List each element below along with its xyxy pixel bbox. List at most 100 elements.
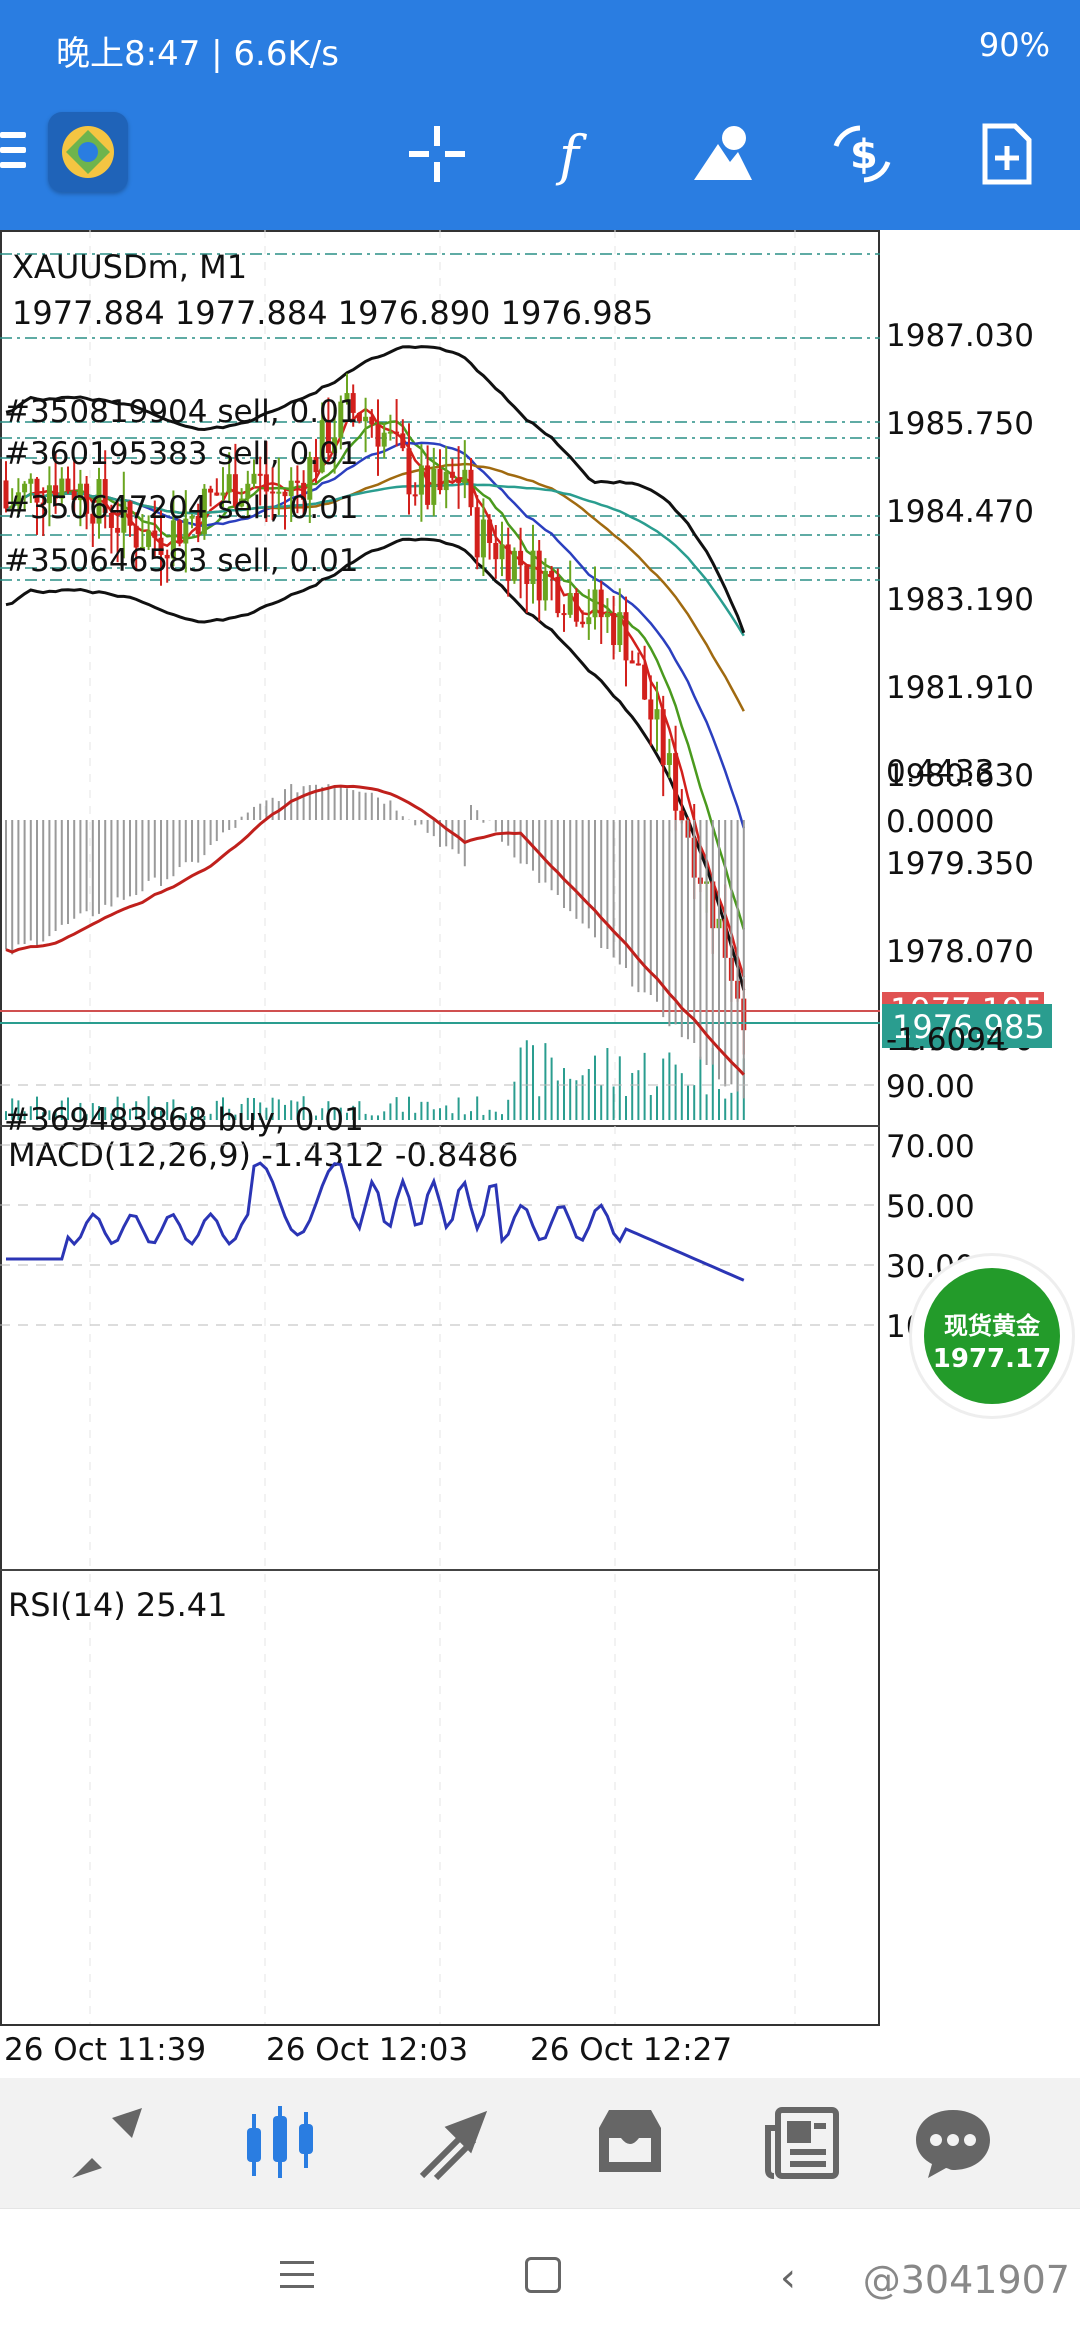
candle-body bbox=[313, 457, 319, 473]
candle-body bbox=[301, 482, 307, 500]
candle-body bbox=[9, 505, 15, 509]
candle-body bbox=[220, 492, 226, 496]
chart-area[interactable]: 1987.030 1985.750 1984.470 1983.190 1981.910… bbox=[0, 230, 1080, 2085]
candle-body bbox=[592, 589, 598, 618]
quotes-icon[interactable] bbox=[62, 2098, 152, 2188]
candle-body bbox=[611, 612, 617, 646]
svg-text:$: $ bbox=[850, 132, 878, 178]
candle-body bbox=[536, 550, 542, 601]
trade-icon[interactable]: $ bbox=[830, 122, 894, 186]
candle-body bbox=[635, 663, 641, 666]
candle-body bbox=[443, 471, 449, 491]
candle-body bbox=[84, 483, 90, 514]
candle-body bbox=[288, 480, 294, 497]
order-label: #369483868 buy, 0.01 bbox=[4, 1102, 364, 1138]
candle-body bbox=[462, 469, 468, 483]
candle-body bbox=[648, 699, 654, 720]
gold-quote-badge[interactable]: 现货黄金 1977.17 bbox=[912, 1256, 1072, 1416]
candle-body bbox=[332, 437, 338, 453]
price-chart[interactable]: 1987.030 1985.750 1984.470 1983.190 1981.910… bbox=[0, 230, 1080, 2085]
candle-body bbox=[412, 494, 418, 497]
candle-body bbox=[561, 613, 567, 616]
function-icon[interactable]: f bbox=[545, 122, 609, 187]
candle-body bbox=[425, 465, 431, 505]
chat-icon[interactable] bbox=[908, 2098, 998, 2188]
candle-body bbox=[604, 612, 610, 618]
candle-body bbox=[338, 401, 344, 438]
candle-body bbox=[15, 492, 21, 506]
candle-body bbox=[22, 483, 28, 493]
candle-body bbox=[487, 519, 493, 543]
bollinger-band-line bbox=[5, 537, 746, 991]
candle-body bbox=[40, 502, 46, 505]
price-tick-label: 1987.030 bbox=[886, 318, 1034, 354]
candle-body bbox=[400, 433, 406, 449]
svg-text:f: f bbox=[555, 124, 587, 186]
candle-body bbox=[183, 518, 189, 544]
candle-body bbox=[511, 550, 517, 581]
candle-body bbox=[34, 478, 40, 503]
status-battery: 90% bbox=[978, 26, 1050, 64]
time-axis-label: 26 Oct 12:27 bbox=[530, 2032, 732, 2068]
bid-price-tag bbox=[882, 1004, 1052, 1048]
badge-price: 1977.17 bbox=[932, 1344, 1052, 1374]
app-logo bbox=[48, 112, 128, 192]
candle-body bbox=[369, 416, 375, 425]
candle-body bbox=[505, 544, 511, 581]
candle-body bbox=[567, 593, 573, 615]
candle-body bbox=[59, 478, 65, 499]
news-icon[interactable] bbox=[760, 2098, 850, 2188]
price-tick-label: 1983.190 bbox=[886, 582, 1034, 618]
history-icon[interactable] bbox=[585, 2098, 675, 2188]
candle-body bbox=[152, 530, 158, 538]
candle-body bbox=[251, 473, 257, 484]
candle-body bbox=[474, 507, 480, 558]
price-tick-label: 1979.350 bbox=[886, 846, 1034, 882]
candle-body bbox=[195, 515, 201, 535]
candle-body bbox=[617, 612, 623, 646]
macd-tick-label: 0.4433 bbox=[886, 754, 994, 790]
candle-body bbox=[208, 488, 214, 493]
candle-body bbox=[282, 491, 288, 497]
candle-body bbox=[449, 471, 455, 478]
candle-body bbox=[381, 432, 387, 447]
candle-body bbox=[344, 393, 350, 402]
time-axis-label: 26 Oct 11:39 bbox=[4, 2032, 206, 2068]
ohlc-label: 1977.884 1977.884 1976.890 1976.985 bbox=[12, 294, 653, 332]
candle-body bbox=[437, 468, 443, 491]
crosshair-icon[interactable] bbox=[405, 122, 469, 186]
price-tick-label: 1981.910 bbox=[886, 670, 1034, 706]
candle-body bbox=[499, 544, 505, 560]
candle-body bbox=[270, 491, 276, 494]
candle-body bbox=[350, 393, 356, 413]
candle-body bbox=[232, 474, 238, 507]
chart-icon[interactable] bbox=[235, 2098, 325, 2188]
candle-body bbox=[524, 565, 530, 584]
candle-body bbox=[493, 542, 499, 560]
candle-body bbox=[623, 612, 629, 661]
app-toolbar bbox=[0, 92, 1080, 230]
home-icon[interactable] bbox=[525, 2257, 561, 2293]
candle-body bbox=[170, 520, 176, 559]
candle-body bbox=[394, 431, 400, 434]
objects-icon[interactable] bbox=[690, 122, 754, 186]
candle-body bbox=[294, 480, 300, 483]
new-order-icon[interactable] bbox=[975, 122, 1039, 186]
candle-body bbox=[480, 519, 486, 558]
order-label: #350647204 sell, 0.01 bbox=[4, 490, 359, 526]
candle-body bbox=[189, 515, 195, 519]
watermark: @3041907 bbox=[862, 2258, 1070, 2302]
candle-body bbox=[257, 473, 263, 476]
candle-body bbox=[530, 550, 536, 584]
recents-icon[interactable] bbox=[280, 2261, 314, 2289]
menu-icon[interactable] bbox=[0, 132, 26, 172]
time-axis-label: 26 Oct 12:03 bbox=[266, 2032, 468, 2068]
candle-body bbox=[666, 753, 672, 765]
candle-body bbox=[71, 491, 77, 501]
candle-body bbox=[406, 448, 412, 495]
candle-body bbox=[276, 491, 282, 494]
trade-nav-icon[interactable] bbox=[410, 2098, 500, 2188]
candle-body bbox=[356, 412, 362, 422]
back-icon[interactable]: ‹ bbox=[780, 2255, 796, 2301]
candle-body bbox=[468, 469, 474, 508]
